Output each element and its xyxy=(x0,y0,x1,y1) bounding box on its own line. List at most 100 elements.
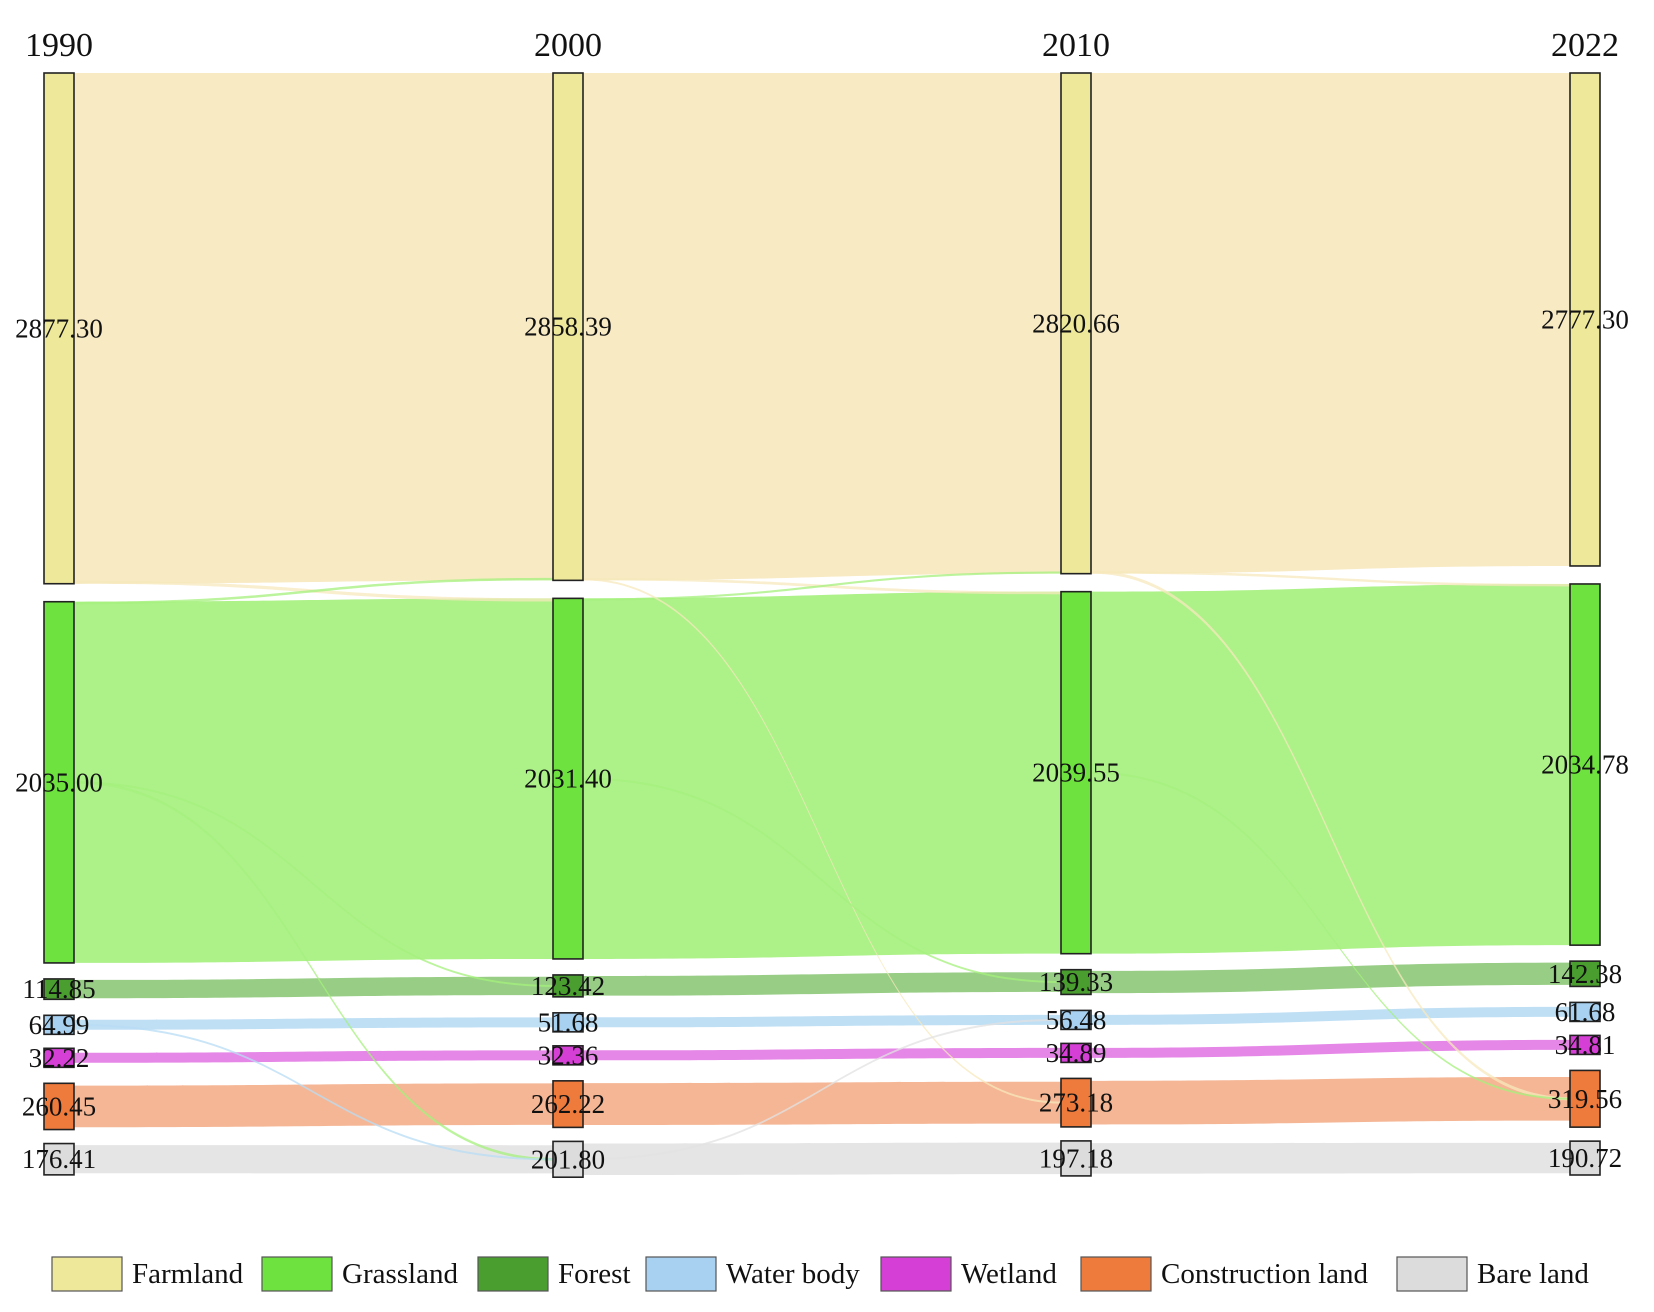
value-label-2000-bare-land: 201.80 xyxy=(531,1144,605,1174)
flow-1990-2000-wetland xyxy=(74,1050,553,1063)
crossflow-grassland-to-construction-land-2010 xyxy=(1091,771,1570,1100)
node-2010-construction-land xyxy=(1060,1077,1092,1128)
flow-2000-2010-forest xyxy=(583,972,1061,996)
crossflow-bare-land-to-water-body-2000 xyxy=(583,1018,1061,1161)
flow-2010-2022-grassland xyxy=(1091,583,1570,954)
legend-swatch-grassland xyxy=(261,1256,333,1292)
legend-swatch-wetland xyxy=(880,1256,952,1292)
legend-label-farmland: Farmland xyxy=(132,1258,244,1290)
node-1990-bare-land xyxy=(43,1142,75,1176)
node-1990-water-body xyxy=(43,1014,75,1036)
value-label-2010-farmland: 2820.66 xyxy=(1032,308,1120,338)
value-label-2000-construction-land: 262.22 xyxy=(531,1089,605,1119)
node-2000-water-body xyxy=(552,1012,584,1033)
node-2022-grassland xyxy=(1569,583,1601,946)
flow-1990-2000-forest xyxy=(74,976,553,999)
node-2022-farmland xyxy=(1569,72,1601,567)
node-2022-water-body xyxy=(1569,1001,1601,1023)
node-1990-grassland xyxy=(43,600,75,964)
value-label-1990-farmland: 2877.30 xyxy=(15,313,103,343)
value-label-1990-forest: 114.85 xyxy=(22,974,95,1004)
flow-1990-2000-grassland xyxy=(74,598,553,963)
legend-label-construction-land: Construction land xyxy=(1161,1258,1369,1290)
flow-2010-2022-water-body xyxy=(1091,1006,1570,1025)
year-label-2010: 2010 xyxy=(1042,27,1110,64)
year-label-2022: 2022 xyxy=(1551,27,1619,64)
flow-2000-2010-wetland xyxy=(583,1047,1061,1061)
value-label-2022-construction-land: 319.56 xyxy=(1548,1084,1622,1114)
node-1990-farmland xyxy=(43,72,75,585)
value-label-2010-forest: 139.33 xyxy=(1039,967,1113,997)
value-label-1990-water-body: 64.99 xyxy=(29,1010,90,1040)
flow-2010-2022-forest xyxy=(1091,962,1570,994)
flow-2000-2010-bare-land xyxy=(583,1142,1061,1176)
flow-1990-2000-bare-land xyxy=(74,1145,553,1174)
year-labels: 1990 2000 2010 2022 xyxy=(25,27,1619,64)
node-2000-grassland xyxy=(552,597,584,960)
flow-2010-2022-construction-land xyxy=(1091,1076,1570,1125)
value-label-2000-forest: 123.42 xyxy=(531,971,605,1001)
node-1990-forest xyxy=(43,978,75,1001)
legend-swatch-farmland xyxy=(51,1256,123,1292)
flows-layer xyxy=(74,73,1570,1176)
flow-1990-2000-water-body xyxy=(74,1017,553,1030)
node-2000-forest xyxy=(552,974,584,998)
value-label-2022-farmland: 2777.30 xyxy=(1541,304,1629,334)
value-label-2010-construction-land: 273.18 xyxy=(1039,1088,1113,1118)
value-label-1990-bare-land: 176.41 xyxy=(22,1144,96,1174)
node-2010-wetland xyxy=(1060,1042,1092,1064)
node-2010-farmland xyxy=(1060,72,1092,575)
node-2010-water-body xyxy=(1060,1009,1092,1031)
node-2022-construction-land xyxy=(1569,1069,1601,1128)
crossflow-grassland-to-farmland-1990 xyxy=(74,577,553,605)
value-label-2010-water-body: 56.48 xyxy=(1046,1005,1107,1035)
value-label-1990-grassland: 2035.00 xyxy=(15,767,103,797)
legend-label-wetland: Wetland xyxy=(961,1258,1057,1290)
node-2000-bare-land xyxy=(552,1140,584,1179)
flow-2000-2010-farmland xyxy=(583,73,1061,581)
crossflow-water-body-to-bare-land-1990 xyxy=(74,1023,553,1161)
crossflow-farmland-to-construction-land-2010 xyxy=(1091,570,1570,1101)
crossflow-grassland-to-farmland-2000 xyxy=(583,571,1061,601)
node-2022-wetland xyxy=(1569,1034,1601,1056)
value-label-1990-wetland: 32.22 xyxy=(29,1043,90,1073)
legend-swatch-forest xyxy=(477,1256,549,1292)
node-2000-wetland xyxy=(552,1045,584,1066)
node-2010-grassland xyxy=(1060,590,1092,955)
value-label-2022-wetland: 34.81 xyxy=(1555,1030,1616,1060)
value-label-1990-construction-land: 260.45 xyxy=(22,1091,96,1121)
value-label-2000-water-body: 51.68 xyxy=(538,1007,599,1037)
legend: Farmland Grassland Forest Water body Wetland… xyxy=(51,1256,1589,1292)
flow-1990-2000-farmland xyxy=(74,73,553,584)
legend-label-water-body: Water body xyxy=(726,1258,860,1290)
value-label-2022-forest: 142.38 xyxy=(1548,959,1622,989)
flow-1990-2000-construction-land xyxy=(74,1083,553,1128)
crossflow-farmland-to-construction-land-2000 xyxy=(583,578,1061,1104)
legend-swatch-bare-land xyxy=(1396,1256,1468,1292)
flow-2010-2022-bare-land xyxy=(1091,1142,1570,1174)
legend-label-grassland: Grassland xyxy=(342,1258,458,1290)
node-2010-forest xyxy=(1060,968,1092,996)
legend-swatch-water-body xyxy=(645,1256,717,1292)
flow-2000-2010-grassland xyxy=(583,591,1061,959)
crossflow-grassland-to-forest-1990 xyxy=(74,781,553,987)
crossflow-farmland-to-grassland-2010 xyxy=(1091,571,1570,587)
value-label-2010-bare-land: 197.18 xyxy=(1039,1143,1113,1173)
legend-label-forest: Forest xyxy=(558,1258,631,1290)
value-label-2010-wetland: 34.89 xyxy=(1046,1038,1107,1068)
year-label-1990: 1990 xyxy=(25,27,93,64)
legend-label-bare-land: Bare land xyxy=(1477,1258,1589,1290)
node-1990-wetland xyxy=(43,1047,75,1069)
value-label-2022-water-body: 61.68 xyxy=(1555,997,1616,1027)
value-label-2022-grassland: 2034.78 xyxy=(1541,750,1629,780)
value-label-2000-grassland: 2031.40 xyxy=(524,764,612,794)
value-label-2022-bare-land: 190.72 xyxy=(1548,1143,1622,1173)
nodes-layer xyxy=(43,72,1601,1179)
value-label-2010-grassland: 2039.55 xyxy=(1032,758,1120,788)
value-label-2000-farmland: 2858.39 xyxy=(524,312,612,342)
flow-2000-2010-water-body xyxy=(583,1014,1061,1028)
year-label-2000: 2000 xyxy=(534,27,602,64)
node-2022-forest xyxy=(1569,960,1601,988)
